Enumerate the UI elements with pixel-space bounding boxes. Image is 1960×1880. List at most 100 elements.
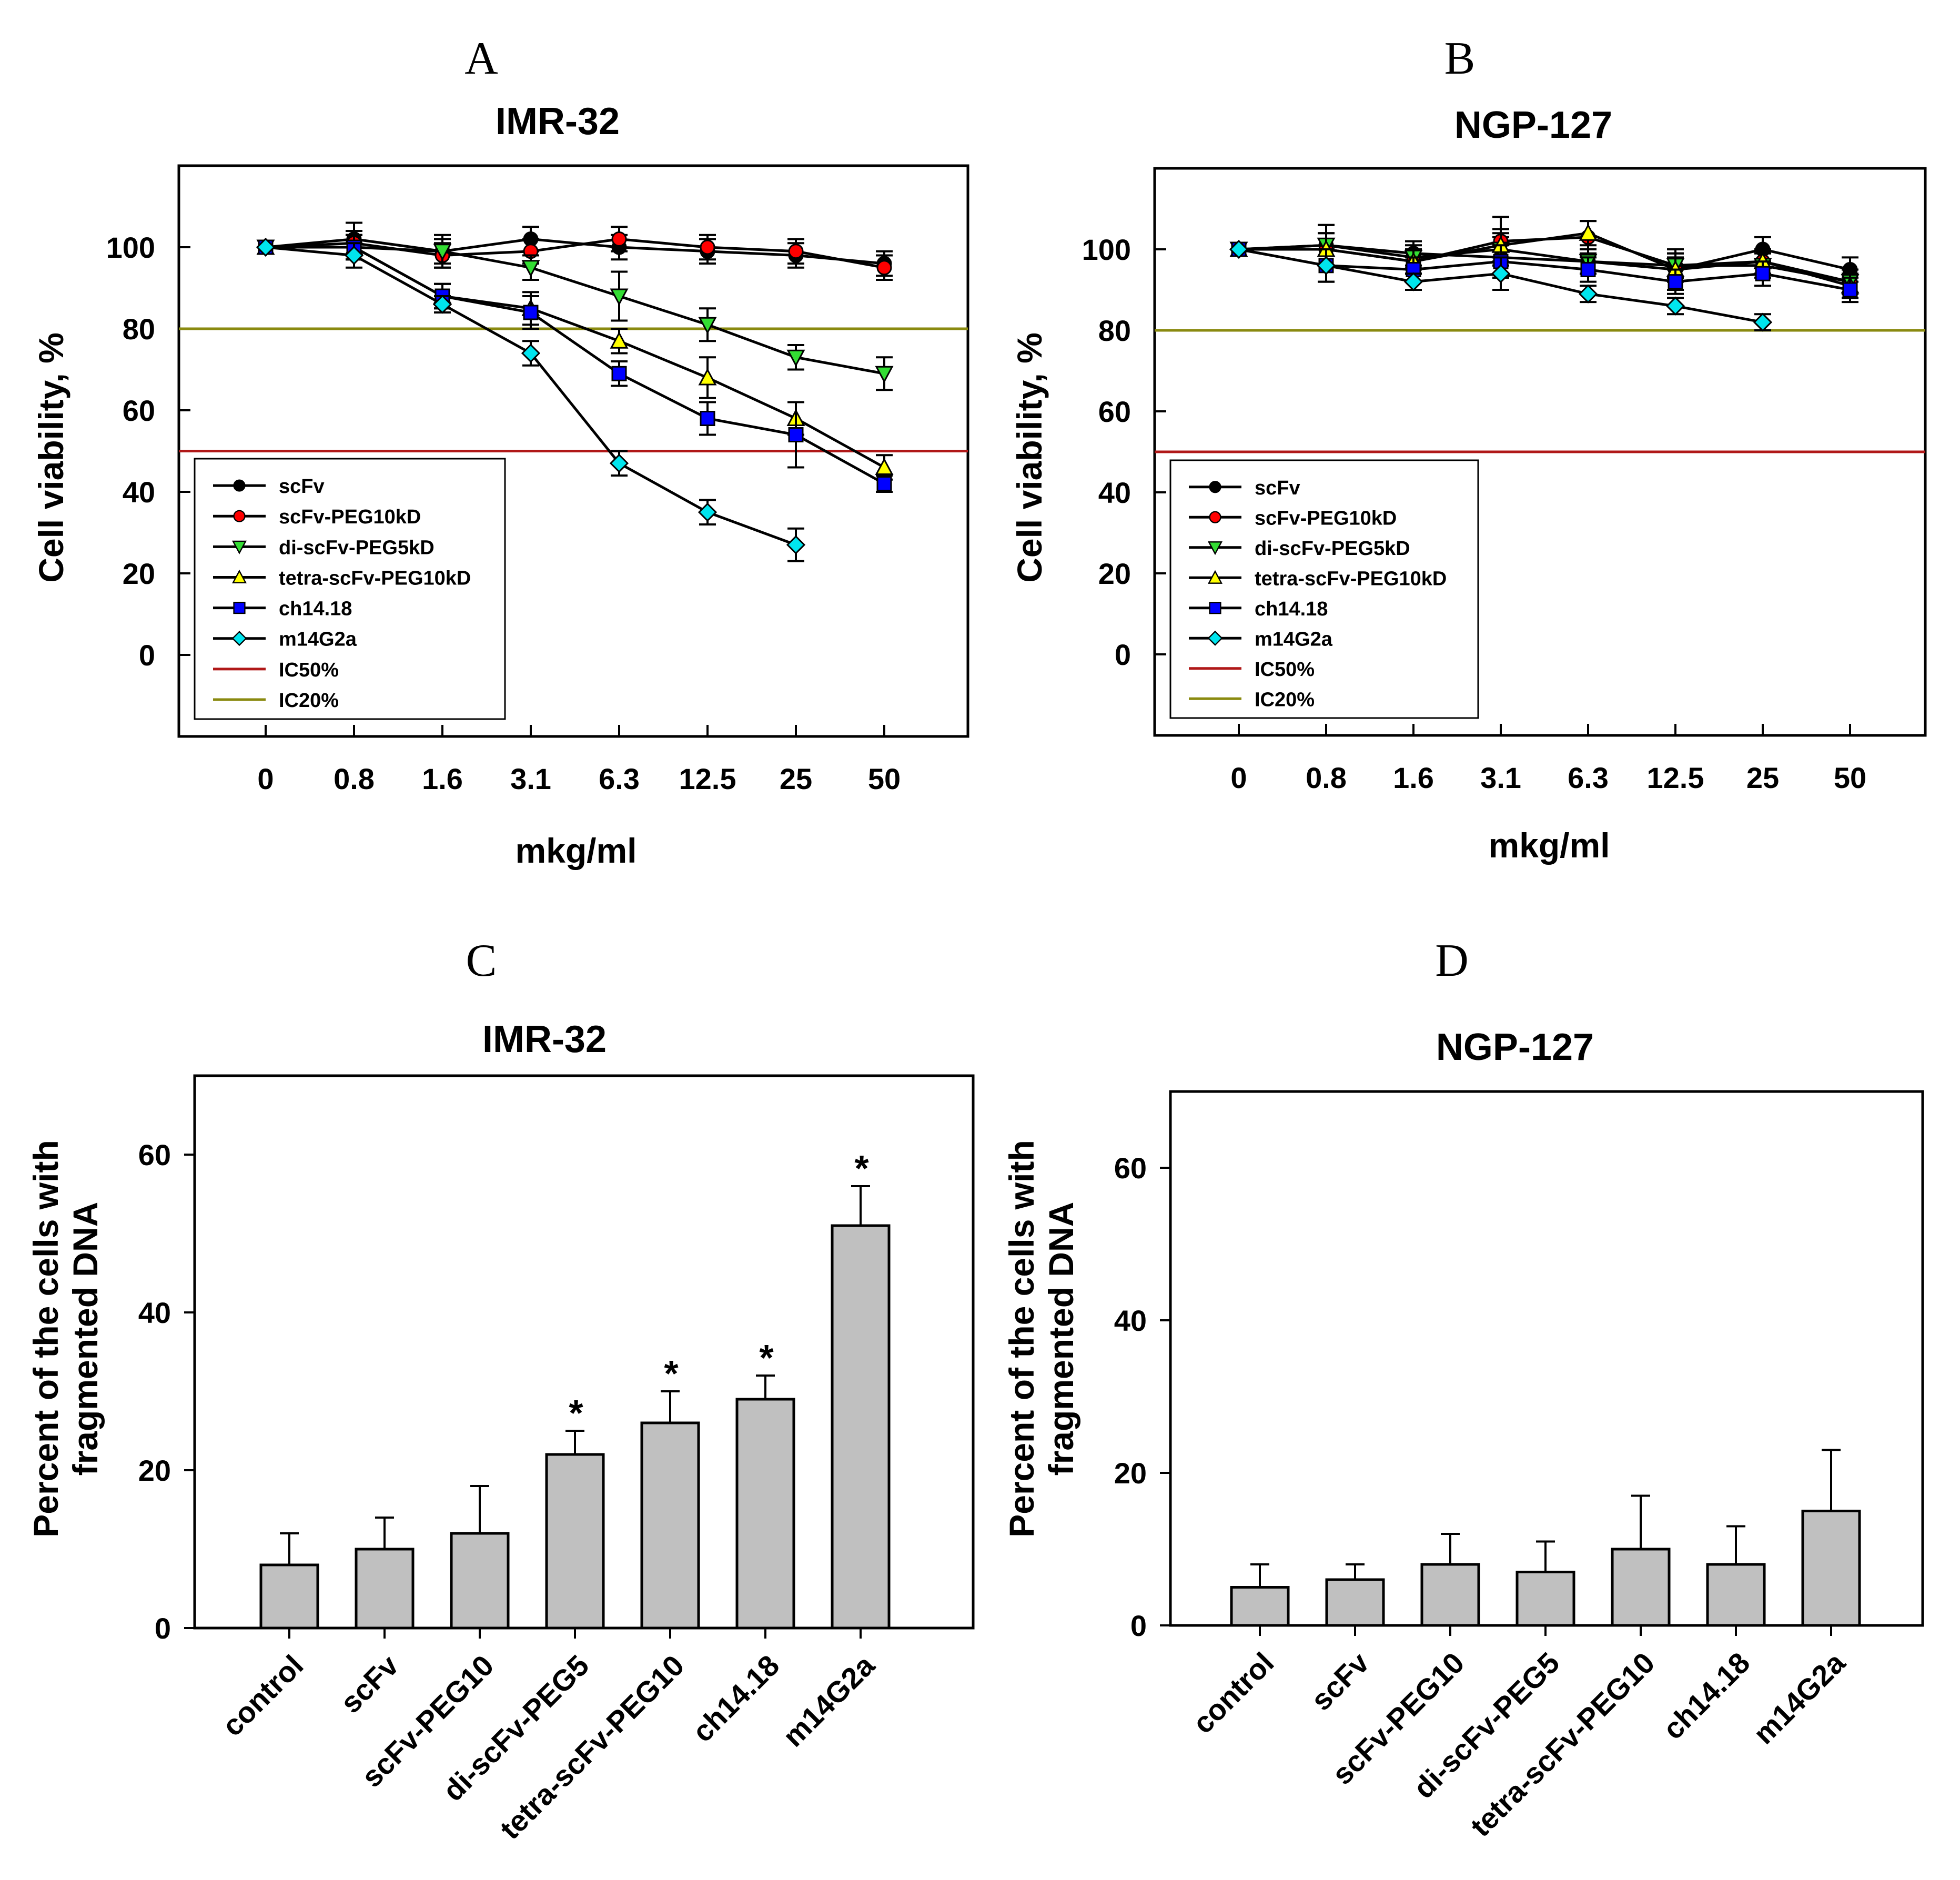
data-point-di-scfv-peg5kd-a [786,349,805,367]
chart-title-b: NGP-127 [1454,104,1612,146]
data-point-m14g2a-a [698,502,718,522]
legend-marker-m14g2a-a [231,631,247,646]
legend-b: scFv scFv-PEG10kD di-scFv-PEG5kD tetra-scFv… [1169,459,1479,719]
data-point-scfv-peg10kd-a [611,231,627,247]
bar-c [545,1453,605,1630]
legend-label-tetra-scfv-peg10kd-a: tetra-scFv-PEG10kD [279,567,471,589]
x-tick-label-a: 3.1 [510,762,551,795]
data-point-ch14-18-b [1668,274,1683,290]
x-tick-label-a: 12.5 [679,762,736,795]
x-tick-label-d: m14G2a [1747,1645,1852,1750]
panel-letter-c: C [466,935,497,986]
series-line-ch14-18-b [1238,248,1851,291]
significance-star-c: * [759,1337,774,1378]
data-point-tetra-scfv-peg10kd-b [1579,224,1598,241]
panel-a: A IMR-32 Cell viability, % mkg/ml 0 20 40 6… [32,33,969,870]
data-point-di-scfv-peg5kd-a [610,288,629,306]
y-tick-label-c: 20 [138,1454,171,1487]
series-line-di-scfv-peg5kd-a [266,246,885,375]
legend-box-a [194,458,506,720]
x-tick-label-d: ch14.18 [1656,1646,1756,1746]
x-tick-label-a: 25 [780,762,812,795]
data-point-ch14-18-b [1755,266,1771,281]
x-tick-label-b: 0.8 [1306,761,1347,794]
legend-label-tetra-scfv-peg10kd-b: tetra-scFv-PEG10kD [1255,568,1447,590]
legend-marker-m14g2a-b [1207,630,1223,646]
significance-star-c: * [854,1148,869,1189]
y-tick-label-c: 60 [138,1138,171,1171]
x-axis-label-a: mkg/ml [515,831,637,870]
data-point-m14g2a-a [521,343,541,363]
y-tick-label-d: 40 [1114,1304,1147,1337]
significance-star-c: * [569,1392,583,1433]
series-line-ch14-18-a [266,246,885,485]
legend-label-ch14-18-a: ch14.18 [279,598,352,620]
bar-d [1516,1571,1575,1627]
bar-d [1706,1563,1766,1627]
data-point-m14g2a-a [432,295,452,314]
legend-marker-scfv-a [233,479,246,492]
panel-letter-a: A [464,33,498,84]
data-point-ch14-18-a [788,427,804,442]
data-point-m14g2a-b [1229,239,1249,259]
data-point-scfv-peg10kd-a [700,239,715,255]
bar-c [735,1398,795,1630]
y-tick-label-b: 100 [1082,233,1131,266]
x-tick-label-c: tetra-scFv-PEG10 [493,1649,691,1846]
y-tick-label-a: 40 [123,476,155,509]
x-tick-label-c: ch14.18 [686,1649,786,1748]
series-line-di-scfv-peg5kd-b [1238,244,1851,284]
x-tick-label-c: scFv [334,1649,405,1720]
y-tick-label-a: 60 [123,394,155,427]
data-point-di-scfv-peg5kd-a [698,317,717,335]
y-tick-label-b: 60 [1098,395,1131,428]
series-line-tetra-scfv-peg10kd-b [1239,231,1851,287]
data-point-m14g2a-a [344,246,364,265]
chart-title-d: NGP-127 [1436,1026,1594,1068]
y-tick-label-b: 20 [1098,557,1131,590]
x-tick-label-b: 6.3 [1568,761,1609,794]
legend-label-scfv-peg10kd-b: scFv-PEG10kD [1255,507,1397,529]
series-line-scfv-a [265,237,885,265]
legend-marker-tetra-scfv-peg10kd-b [1207,570,1223,584]
legend-marker-scfv-b [1209,481,1221,493]
legend-label-di-scfv-peg5kd-b: di-scFv-PEG5kD [1255,538,1410,560]
x-tick-label-d: control [1186,1646,1280,1740]
data-point-m14g2a-b [1578,284,1598,304]
x-tick-label-b: 50 [1834,761,1866,794]
y-tick-label-a: 100 [106,231,155,264]
y-tick-label-a: 80 [123,312,155,346]
x-axis-label-b: mkg/ml [1488,826,1610,865]
chart-title-a: IMR-32 [496,100,620,143]
x-tick-label-a: 0 [257,762,274,795]
x-tick-label-d: tetra-scFv-PEG10 [1464,1646,1661,1843]
y-axis-label-d-line2: fragmented DNA [1042,1202,1080,1476]
legend-marker-tetra-scfv-peg10kd-a [231,569,247,584]
bar-d [1420,1563,1480,1627]
data-point-m14g2a-b [1316,256,1336,275]
panel-c: C IMR-32 Percent of the cells with fragm… [26,935,975,1846]
data-point-m14g2a-b [1665,296,1685,316]
legend-box-b [1169,459,1479,719]
y-axis-label-d-line1: Percent of the cells with [1002,1140,1041,1538]
y-axis-label-c-line1: Percent of the cells with [26,1140,65,1538]
x-tick-label-d: scFv [1305,1646,1376,1717]
bar-c [831,1224,891,1630]
y-tick-label-b: 80 [1098,314,1131,347]
bar-c [259,1563,319,1630]
legend-marker-di-scfv-peg5kd-b [1207,541,1223,555]
legend-marker-di-scfv-peg5kd-a [231,540,247,554]
bar-d [1230,1586,1290,1627]
legend-marker-ch14-18-a [233,601,246,614]
data-point-m14g2a-b [1753,312,1773,332]
x-tick-label-c: control [216,1649,310,1743]
data-point-di-scfv-peg5kd-a [521,260,540,277]
data-point-di-scfv-peg5kd-a [875,366,894,383]
bar-c [355,1548,415,1630]
y-tick-label-d: 0 [1130,1609,1147,1642]
